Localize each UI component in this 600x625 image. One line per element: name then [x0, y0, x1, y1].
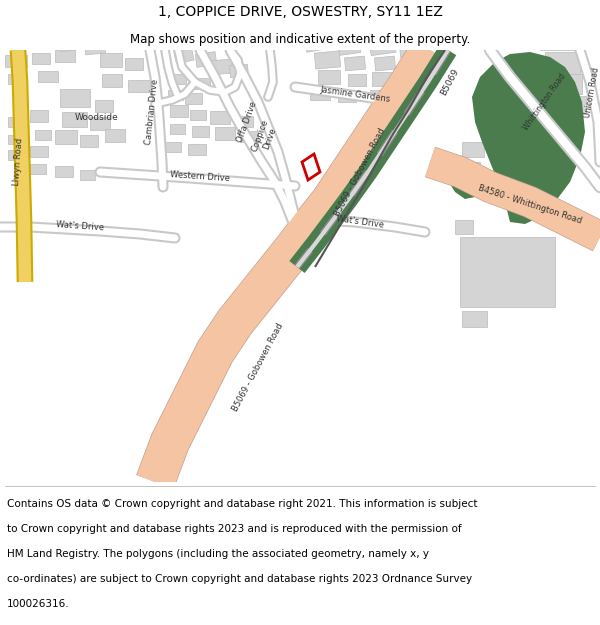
Bar [8, 135, 22, 144]
Bar [30, 164, 46, 174]
Bar [165, 142, 181, 152]
Polygon shape [472, 52, 585, 224]
Bar [38, 71, 58, 82]
Bar [8, 74, 24, 84]
Bar [192, 126, 209, 137]
Text: Map shows position and indicative extent of the property.: Map shows position and indicative extent… [130, 34, 470, 46]
Bar [90, 117, 110, 130]
Bar [170, 74, 186, 84]
Bar [35, 130, 51, 140]
Bar [190, 110, 206, 120]
Bar [558, 96, 586, 114]
Polygon shape [374, 56, 395, 71]
Text: Jasmine Gardens: Jasmine Gardens [319, 84, 391, 103]
Bar [100, 53, 122, 67]
Polygon shape [344, 56, 365, 71]
Polygon shape [195, 52, 217, 68]
Polygon shape [400, 42, 422, 58]
Polygon shape [450, 170, 480, 199]
Text: to Crown copyright and database rights 2023 and is reproduced with the permissio: to Crown copyright and database rights 2… [7, 524, 462, 534]
Polygon shape [369, 36, 396, 56]
Text: Woodside: Woodside [75, 112, 119, 121]
Bar [185, 93, 202, 104]
Text: B5069 - Gobowen Road: B5069 - Gobowen Road [231, 321, 285, 412]
Bar [168, 90, 183, 100]
Bar [338, 90, 356, 102]
Bar [460, 237, 555, 307]
Text: Coppice
Drive: Coppice Drive [250, 118, 280, 156]
Text: B4580 - Whittington Road: B4580 - Whittington Road [477, 183, 583, 225]
Polygon shape [85, 40, 106, 55]
Text: 100026316.: 100026316. [7, 599, 70, 609]
Bar [55, 166, 73, 177]
Bar [105, 129, 125, 142]
Bar [240, 131, 258, 142]
Bar [552, 74, 582, 94]
Bar [102, 74, 122, 87]
Bar [192, 78, 210, 89]
Text: Wat's Drive: Wat's Drive [56, 220, 104, 232]
Bar [462, 179, 482, 192]
Bar [310, 87, 330, 100]
Bar [462, 162, 480, 174]
Text: Contains OS data © Crown copyright and database right 2021. This information is : Contains OS data © Crown copyright and d… [7, 499, 478, 509]
Bar [235, 116, 253, 127]
Text: B5069: B5069 [439, 67, 461, 97]
Bar [170, 124, 185, 134]
Bar [32, 53, 50, 64]
Polygon shape [337, 39, 361, 56]
Text: Llwyn Road: Llwyn Road [12, 138, 24, 186]
Bar [125, 58, 143, 70]
Polygon shape [304, 30, 334, 52]
Polygon shape [314, 51, 341, 69]
Text: 1, COPPICE DRIVE, OSWESTRY, SY11 1EZ: 1, COPPICE DRIVE, OSWESTRY, SY11 1EZ [158, 6, 442, 19]
Bar [60, 89, 90, 107]
Bar [80, 135, 98, 147]
Bar [395, 92, 415, 105]
Bar [400, 76, 420, 89]
Text: B5069 - Gobowen Road: B5069 - Gobowen Road [333, 126, 387, 218]
Polygon shape [59, 33, 86, 52]
Text: Western Drive: Western Drive [170, 171, 230, 184]
Bar [210, 111, 230, 124]
Bar [62, 112, 87, 127]
Bar [188, 144, 206, 155]
Text: Unicorn Road: Unicorn Road [583, 66, 600, 118]
Bar [8, 117, 23, 127]
Bar [545, 52, 580, 74]
Polygon shape [401, 61, 421, 74]
Bar [30, 146, 48, 157]
Polygon shape [174, 48, 194, 64]
Text: Offa Drive: Offa Drive [235, 100, 259, 144]
Bar [318, 70, 340, 84]
Text: co-ordinates) are subject to Crown copyright and database rights 2023 Ordnance S: co-ordinates) are subject to Crown copyr… [7, 574, 472, 584]
Bar [462, 142, 484, 157]
Bar [372, 72, 394, 86]
Bar [348, 74, 366, 86]
Text: Wat's Drive: Wat's Drive [335, 214, 385, 230]
Bar [462, 311, 487, 327]
Bar [55, 130, 77, 144]
Bar [30, 110, 48, 122]
Polygon shape [209, 59, 233, 75]
Bar [95, 100, 113, 112]
Bar [80, 170, 95, 180]
Bar [128, 80, 150, 92]
Text: HM Land Registry. The polygons (including the associated geometry, namely x, y: HM Land Registry. The polygons (includin… [7, 549, 429, 559]
Bar [8, 150, 23, 160]
Bar [215, 127, 235, 140]
Bar [170, 105, 188, 117]
Bar [55, 50, 75, 62]
Bar [5, 55, 27, 67]
Polygon shape [230, 64, 248, 78]
Bar [455, 220, 473, 234]
Bar [370, 90, 388, 102]
Text: Cambrian Drive: Cambrian Drive [144, 79, 160, 146]
Text: Whittington Road: Whittington Road [522, 72, 568, 132]
Bar [540, 25, 580, 50]
